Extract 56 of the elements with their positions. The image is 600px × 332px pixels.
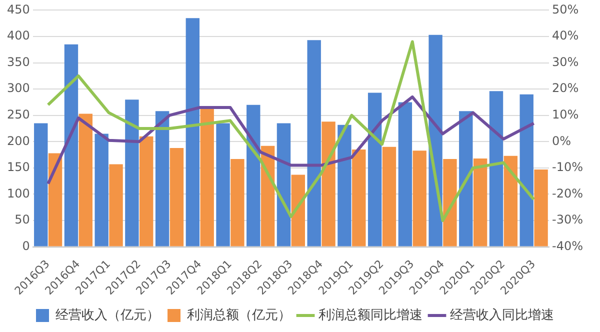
bar (412, 150, 426, 246)
bar (78, 114, 92, 246)
bar (520, 94, 534, 246)
legend-label: 经营收入（亿元） (56, 308, 160, 323)
bar (443, 158, 457, 246)
bar (125, 100, 139, 246)
y2-tick-label: 10% (552, 107, 579, 122)
bar (338, 124, 352, 246)
bar (291, 174, 306, 246)
y2-tick-label: 20% (552, 81, 579, 96)
bar (352, 150, 366, 246)
bar (504, 156, 518, 246)
bar (534, 170, 548, 246)
legend-label: 利润总额（亿元） (187, 308, 291, 323)
bar (155, 111, 170, 246)
bar (170, 148, 184, 246)
bar (322, 122, 336, 246)
bar (276, 123, 291, 246)
y-tick-label: 350 (7, 54, 30, 69)
bar (94, 134, 108, 246)
bar (230, 158, 244, 246)
bar (186, 18, 200, 246)
bar (246, 104, 260, 246)
bar (398, 102, 412, 246)
bar (473, 158, 488, 246)
bar (307, 40, 321, 246)
bar (48, 153, 62, 246)
y2-tick-label: -10% (552, 160, 584, 174)
y2-tick-label: -40% (552, 238, 584, 253)
y-tick-label: 100 (7, 186, 30, 200)
y-tick-label: 0 (22, 238, 30, 253)
y-tick-label: 150 (7, 160, 30, 174)
y2-tick-label: 0% (552, 134, 572, 148)
y2-tick-label: 40% (552, 28, 579, 43)
y-tick-label: 200 (7, 134, 30, 148)
y2-tick-label: 50% (552, 2, 579, 16)
y2-tick-label: 30% (552, 54, 579, 69)
y2-tick-label: -20% (552, 186, 584, 200)
legend-label: 利润总额同比增速 (318, 308, 422, 323)
bar (200, 107, 214, 246)
bar (109, 164, 123, 246)
bar (216, 123, 230, 246)
y2-tick-label: -30% (552, 212, 584, 227)
bar (459, 111, 473, 246)
bar (34, 123, 48, 246)
y-tick-label: 50 (14, 212, 30, 227)
y-tick-label: 450 (7, 2, 30, 16)
legend-label: 经营收入同比增速 (450, 308, 554, 323)
y-tick-label: 300 (7, 81, 30, 96)
bar (140, 136, 154, 246)
bar (64, 44, 78, 246)
bar (489, 91, 504, 246)
y-tick-label: 400 (7, 28, 30, 43)
bar (368, 92, 382, 246)
bar (382, 146, 396, 246)
y-tick-label: 250 (7, 107, 30, 122)
